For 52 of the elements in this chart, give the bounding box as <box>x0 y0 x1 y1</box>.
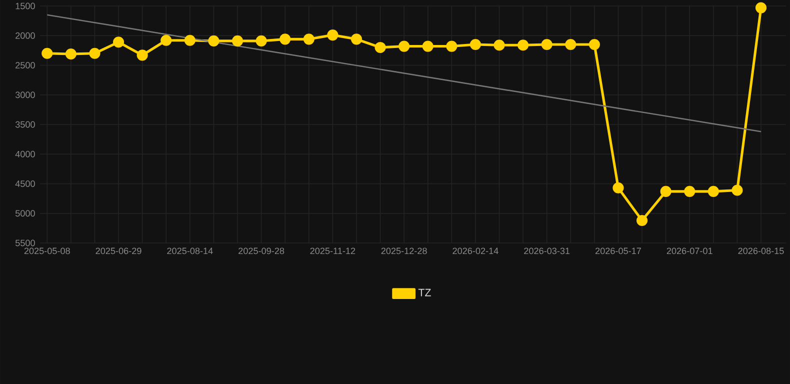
y-tick-label: 5000 <box>15 210 35 217</box>
y-tick-label: 1500 <box>16 2 35 10</box>
point <box>327 29 338 41</box>
y-tick-label: 5500 <box>15 240 35 246</box>
point <box>660 186 672 197</box>
point <box>494 40 505 51</box>
point <box>636 214 648 226</box>
point <box>541 38 552 50</box>
point <box>374 42 386 54</box>
x-tick-label: 2026-08-15 <box>738 248 784 254</box>
y-tick-label: 3000 <box>15 92 35 98</box>
point <box>518 40 529 51</box>
point <box>65 48 76 60</box>
point <box>565 38 576 50</box>
legend-label: TZ <box>418 288 431 296</box>
y-tick-label: 2000 <box>16 32 35 39</box>
point <box>398 40 410 52</box>
x-tick-label: 2025-12-28 <box>381 248 427 254</box>
x-tick-label: 2026-07-01 <box>666 248 712 254</box>
y-tick-label: 4500 <box>15 180 35 187</box>
point <box>160 34 172 46</box>
x-tick-label: 2025-09-28 <box>238 248 284 254</box>
point <box>588 38 600 50</box>
point <box>280 34 291 45</box>
point <box>755 2 767 14</box>
point <box>256 35 267 46</box>
x-tick-label: 2026-02-14 <box>452 248 498 254</box>
x-tick-label: 2025-08-14 <box>167 248 213 254</box>
point <box>612 182 624 194</box>
point <box>732 184 743 196</box>
point <box>184 34 196 46</box>
y-tick-label: 4000 <box>15 150 35 158</box>
point <box>232 35 244 46</box>
point <box>446 40 458 52</box>
x-tick-label: 2025-05-08 <box>24 248 70 254</box>
x-tick-label: 2025-11-12 <box>310 248 356 254</box>
y-tick-label: 3500 <box>15 121 35 128</box>
point <box>136 50 148 61</box>
point <box>350 34 362 45</box>
point <box>89 48 100 59</box>
point <box>112 36 124 48</box>
point <box>708 186 719 197</box>
x-tick-label: 2026-05-17 <box>596 248 641 254</box>
point <box>684 186 696 197</box>
point <box>470 38 481 50</box>
point <box>42 48 53 59</box>
x-tick-label: 2025-06-29 <box>96 248 142 254</box>
y-tick-label: 2500 <box>16 62 35 68</box>
point <box>303 34 314 45</box>
point <box>208 35 220 46</box>
x-tick-label: 2026-03-31 <box>524 248 570 254</box>
point <box>422 40 434 52</box>
